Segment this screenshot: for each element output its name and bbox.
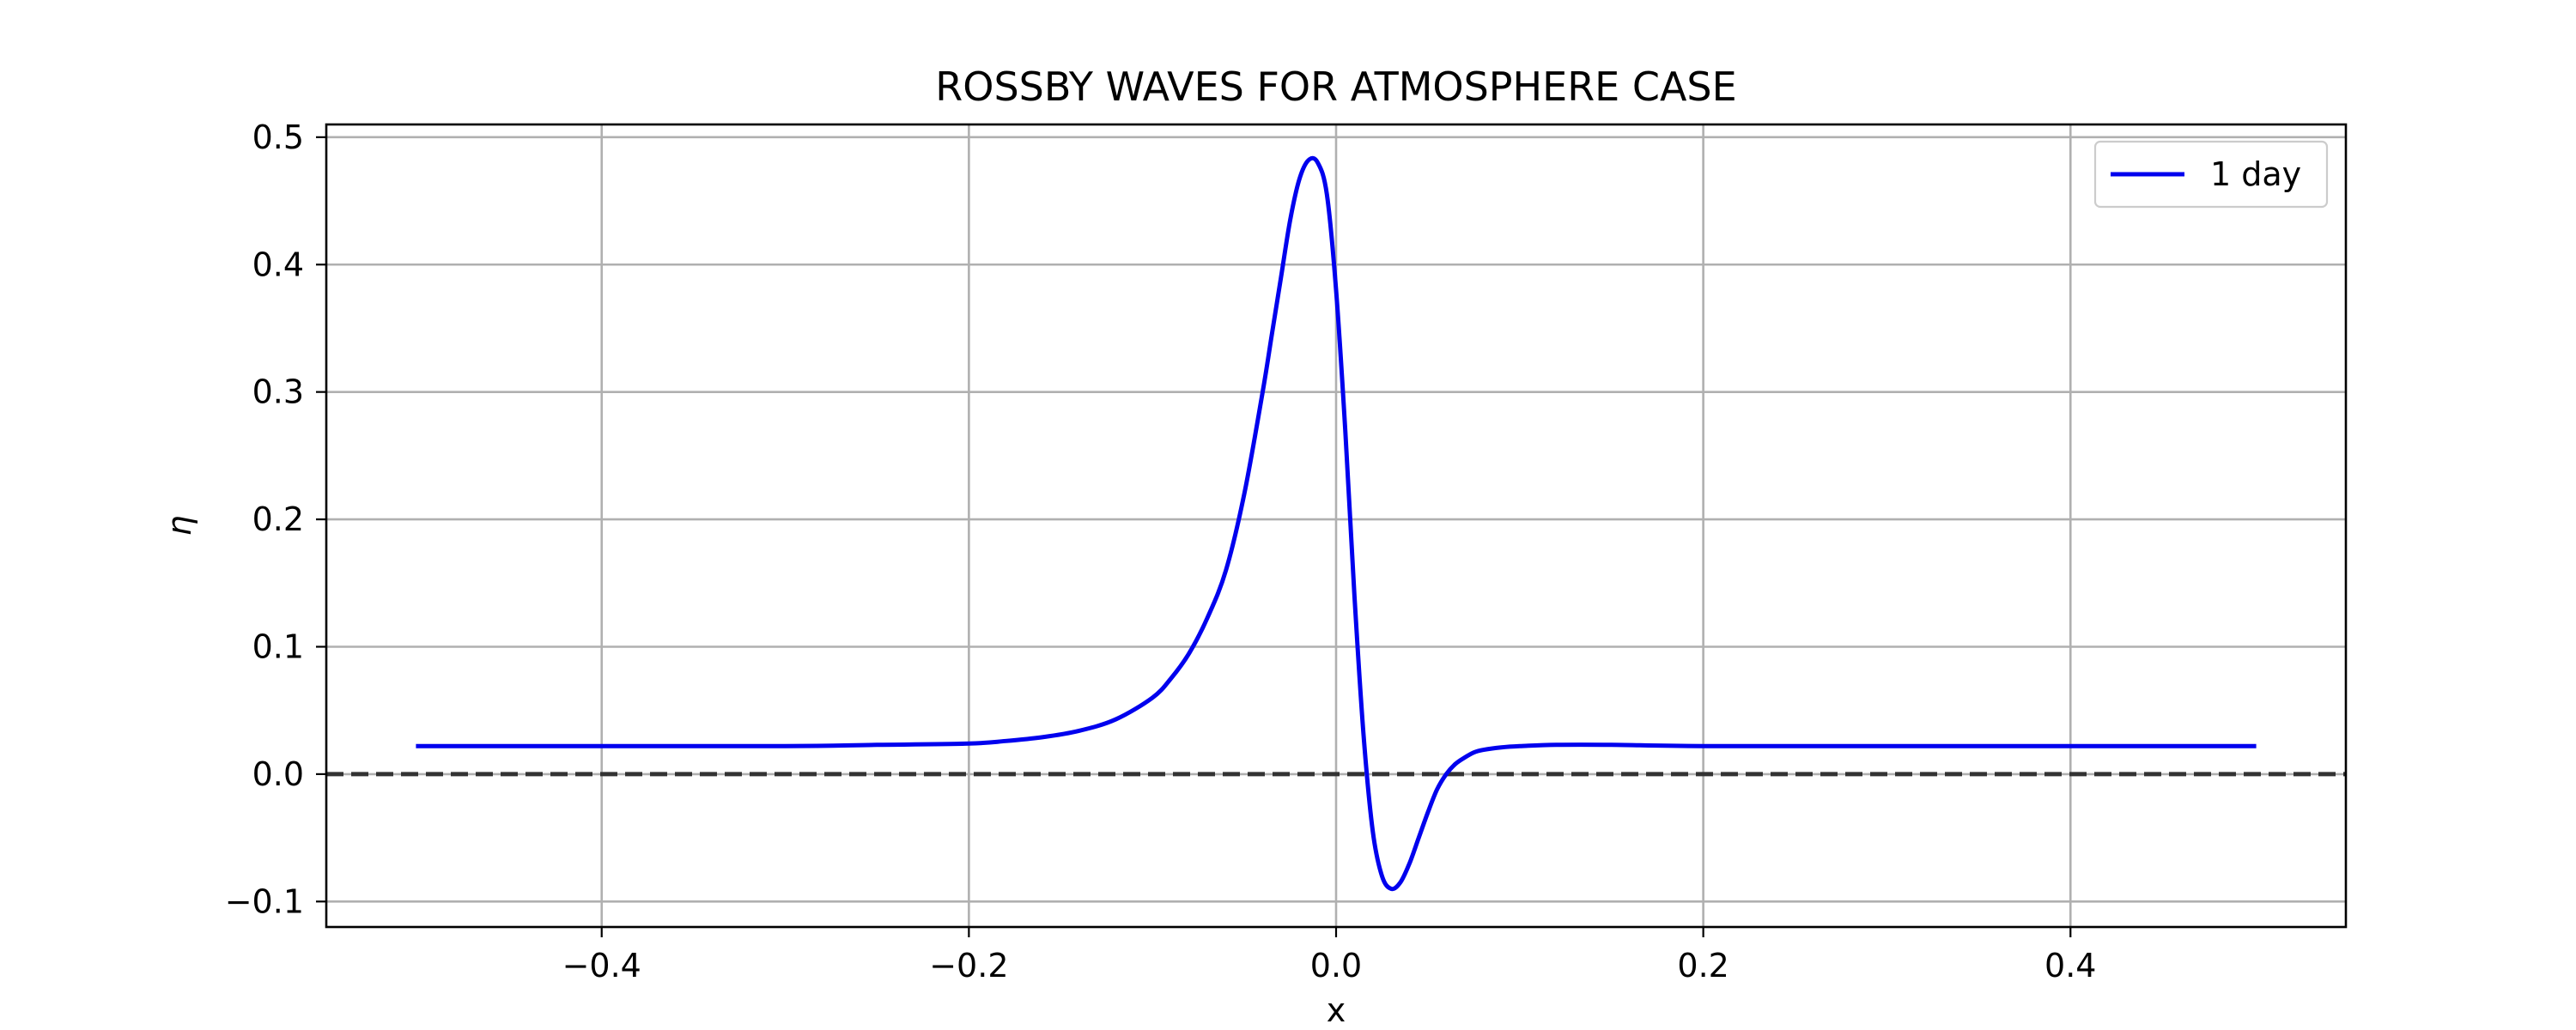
y-tick-label: 0.0	[252, 755, 304, 793]
ticks: −0.4 −0.2 0.0 0.2 0.4 −0.1 0.0 0.1 0.2 0.3 0.4 0.5	[225, 118, 2097, 985]
y-tick-label: 0.5	[252, 118, 304, 156]
y-tick-label: 0.3	[252, 373, 304, 411]
y-tick-label: −0.1	[225, 882, 304, 920]
legend: 1 day	[2093, 140, 2329, 209]
x-axis-label: x	[1327, 991, 1346, 1029]
x-tick-label: −0.4	[562, 947, 641, 985]
legend-label: 1 day	[2210, 155, 2301, 193]
x-tick-label: 0.2	[1677, 947, 1728, 985]
x-tick-label: 0.4	[2044, 947, 2096, 985]
y-tick-label: 0.4	[252, 245, 304, 283]
y-tick-label: 0.1	[252, 627, 304, 665]
series-layer	[416, 155, 2257, 892]
y-tick-label: 0.2	[252, 500, 304, 538]
x-tick-label: −0.2	[929, 947, 1008, 985]
chart-title: ROSSBY WAVES FOR ATMOSPHERE CASE	[935, 64, 1736, 110]
series-line-0	[416, 155, 2257, 892]
x-tick-label: 0.0	[1310, 947, 1362, 985]
y-axis-label: η	[161, 515, 198, 536]
legend-box	[2093, 140, 2329, 209]
